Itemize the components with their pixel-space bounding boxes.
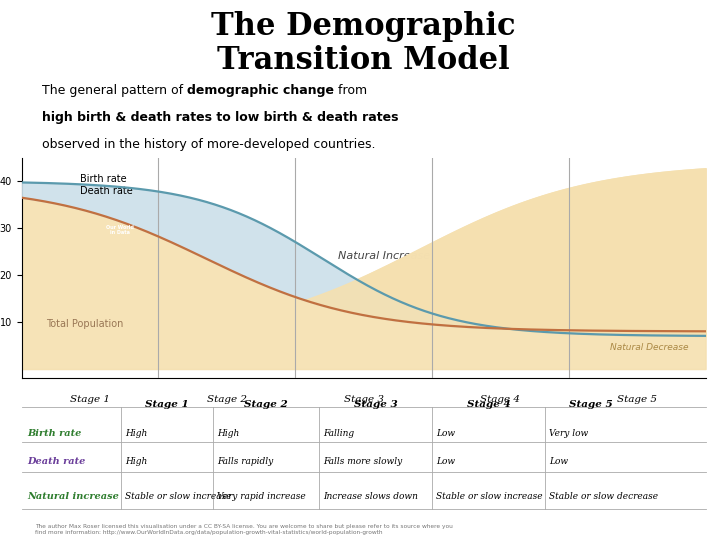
Text: Low: Low bbox=[436, 429, 455, 438]
Text: Our World
in Data: Our World in Data bbox=[107, 225, 134, 235]
Text: Stage 4: Stage 4 bbox=[467, 400, 510, 409]
Text: Low: Low bbox=[436, 457, 455, 467]
Text: Stage 1: Stage 1 bbox=[70, 395, 110, 404]
Text: Birth rate: Birth rate bbox=[80, 174, 127, 184]
Text: Stage 1: Stage 1 bbox=[145, 400, 189, 409]
Text: Death rate: Death rate bbox=[27, 457, 86, 467]
Text: Natural Decrease: Natural Decrease bbox=[610, 343, 688, 353]
Text: Stage 3: Stage 3 bbox=[343, 395, 384, 404]
Text: Stable or slow increase: Stable or slow increase bbox=[436, 492, 543, 501]
Text: Increase slows down: Increase slows down bbox=[323, 492, 418, 501]
Text: Stage 3: Stage 3 bbox=[354, 400, 397, 409]
Text: The Demographic
Transition Model: The Demographic Transition Model bbox=[211, 11, 516, 77]
Text: Stage 5: Stage 5 bbox=[569, 400, 613, 409]
Text: Falls rapidly: Falls rapidly bbox=[217, 457, 274, 467]
Text: Stage 2: Stage 2 bbox=[244, 400, 288, 409]
Text: Stage 5: Stage 5 bbox=[617, 395, 657, 404]
Text: from: from bbox=[334, 84, 367, 97]
Text: High: High bbox=[125, 429, 147, 438]
Text: Death rate: Death rate bbox=[80, 186, 132, 196]
Text: High: High bbox=[125, 457, 147, 467]
Text: Birth rate: Birth rate bbox=[27, 429, 81, 438]
Text: Total Population: Total Population bbox=[45, 320, 123, 329]
Text: Falling: Falling bbox=[323, 429, 354, 438]
Text: observed in the history of more-developed countries.: observed in the history of more-develope… bbox=[42, 138, 376, 151]
Text: Natural Increase: Natural Increase bbox=[338, 251, 430, 261]
Text: Stable or slow decrease: Stable or slow decrease bbox=[549, 492, 658, 501]
Text: Very low: Very low bbox=[549, 429, 588, 438]
Text: Stage 4: Stage 4 bbox=[480, 395, 521, 404]
Text: High: High bbox=[217, 429, 240, 438]
Text: Falls more slowly: Falls more slowly bbox=[323, 457, 402, 467]
Text: demographic change: demographic change bbox=[187, 84, 334, 97]
Text: Stage 2: Stage 2 bbox=[207, 395, 247, 404]
Text: The author Max Roser licensed this visualisation under a CC BY-SA license. You a: The author Max Roser licensed this visua… bbox=[35, 524, 453, 535]
Text: high birth & death rates to low birth & death rates: high birth & death rates to low birth & … bbox=[42, 111, 399, 124]
Text: Very rapid increase: Very rapid increase bbox=[217, 492, 306, 501]
Text: Stable or slow increase: Stable or slow increase bbox=[125, 492, 232, 501]
Text: The general pattern of: The general pattern of bbox=[42, 84, 187, 97]
Text: Low: Low bbox=[549, 457, 568, 467]
Text: Natural increase: Natural increase bbox=[27, 492, 119, 501]
Text: Caused from increases in industrialization.: Caused from increases in industrializati… bbox=[42, 164, 309, 177]
